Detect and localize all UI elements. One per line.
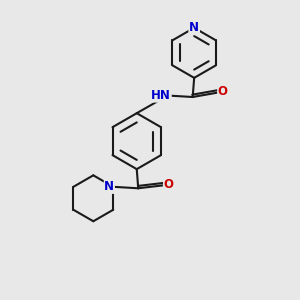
Text: N: N bbox=[189, 21, 199, 34]
Text: O: O bbox=[218, 85, 228, 98]
Text: O: O bbox=[164, 178, 173, 191]
Text: HN: HN bbox=[151, 89, 171, 102]
Text: N: N bbox=[104, 180, 114, 193]
